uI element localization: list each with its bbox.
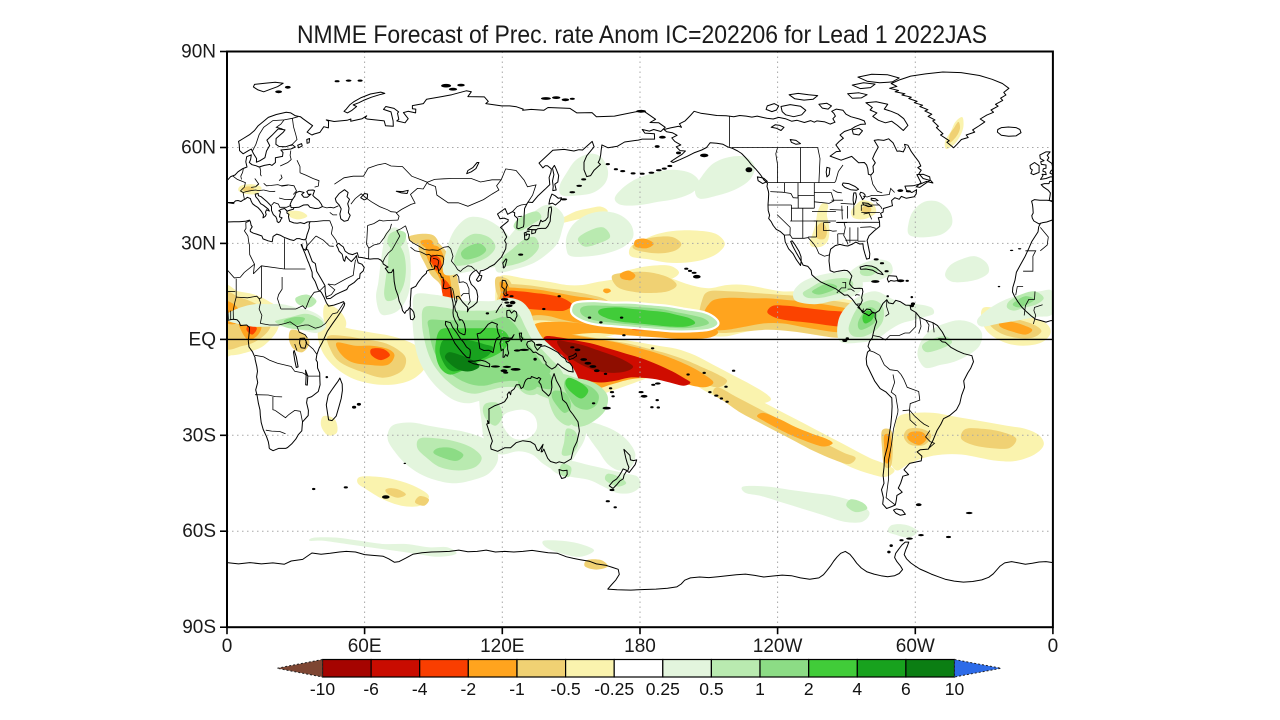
svg-text:0: 0	[1048, 636, 1059, 657]
svg-text:0: 0	[222, 636, 233, 657]
svg-text:60E: 60E	[348, 636, 382, 657]
svg-text:-0.25: -0.25	[594, 679, 634, 699]
svg-text:-2: -2	[461, 679, 477, 699]
svg-text:30N: 30N	[181, 233, 216, 254]
svg-text:NMME Forecast of Prec. rate An: NMME Forecast of Prec. rate Anom IC=2022…	[297, 21, 987, 49]
svg-text:120W: 120W	[753, 636, 803, 657]
svg-text:2: 2	[804, 679, 814, 699]
svg-text:60S: 60S	[182, 521, 216, 542]
svg-text:-10: -10	[310, 679, 336, 699]
svg-text:-4: -4	[412, 679, 428, 699]
svg-text:0.25: 0.25	[646, 679, 680, 699]
svg-text:60W: 60W	[896, 636, 935, 657]
svg-text:EQ: EQ	[189, 329, 216, 350]
svg-text:-0.5: -0.5	[551, 679, 581, 699]
svg-text:1: 1	[755, 679, 765, 699]
svg-text:4: 4	[852, 679, 862, 699]
svg-text:6: 6	[901, 679, 911, 699]
svg-text:120E: 120E	[480, 636, 524, 657]
svg-text:60N: 60N	[181, 138, 216, 159]
svg-text:10: 10	[945, 679, 965, 699]
svg-text:30S: 30S	[182, 425, 216, 446]
svg-text:0.5: 0.5	[699, 679, 723, 699]
svg-text:-1: -1	[509, 679, 525, 699]
svg-text:180: 180	[624, 636, 656, 657]
svg-text:90S: 90S	[182, 617, 216, 638]
svg-text:90N: 90N	[181, 42, 216, 63]
svg-text:-6: -6	[363, 679, 379, 699]
